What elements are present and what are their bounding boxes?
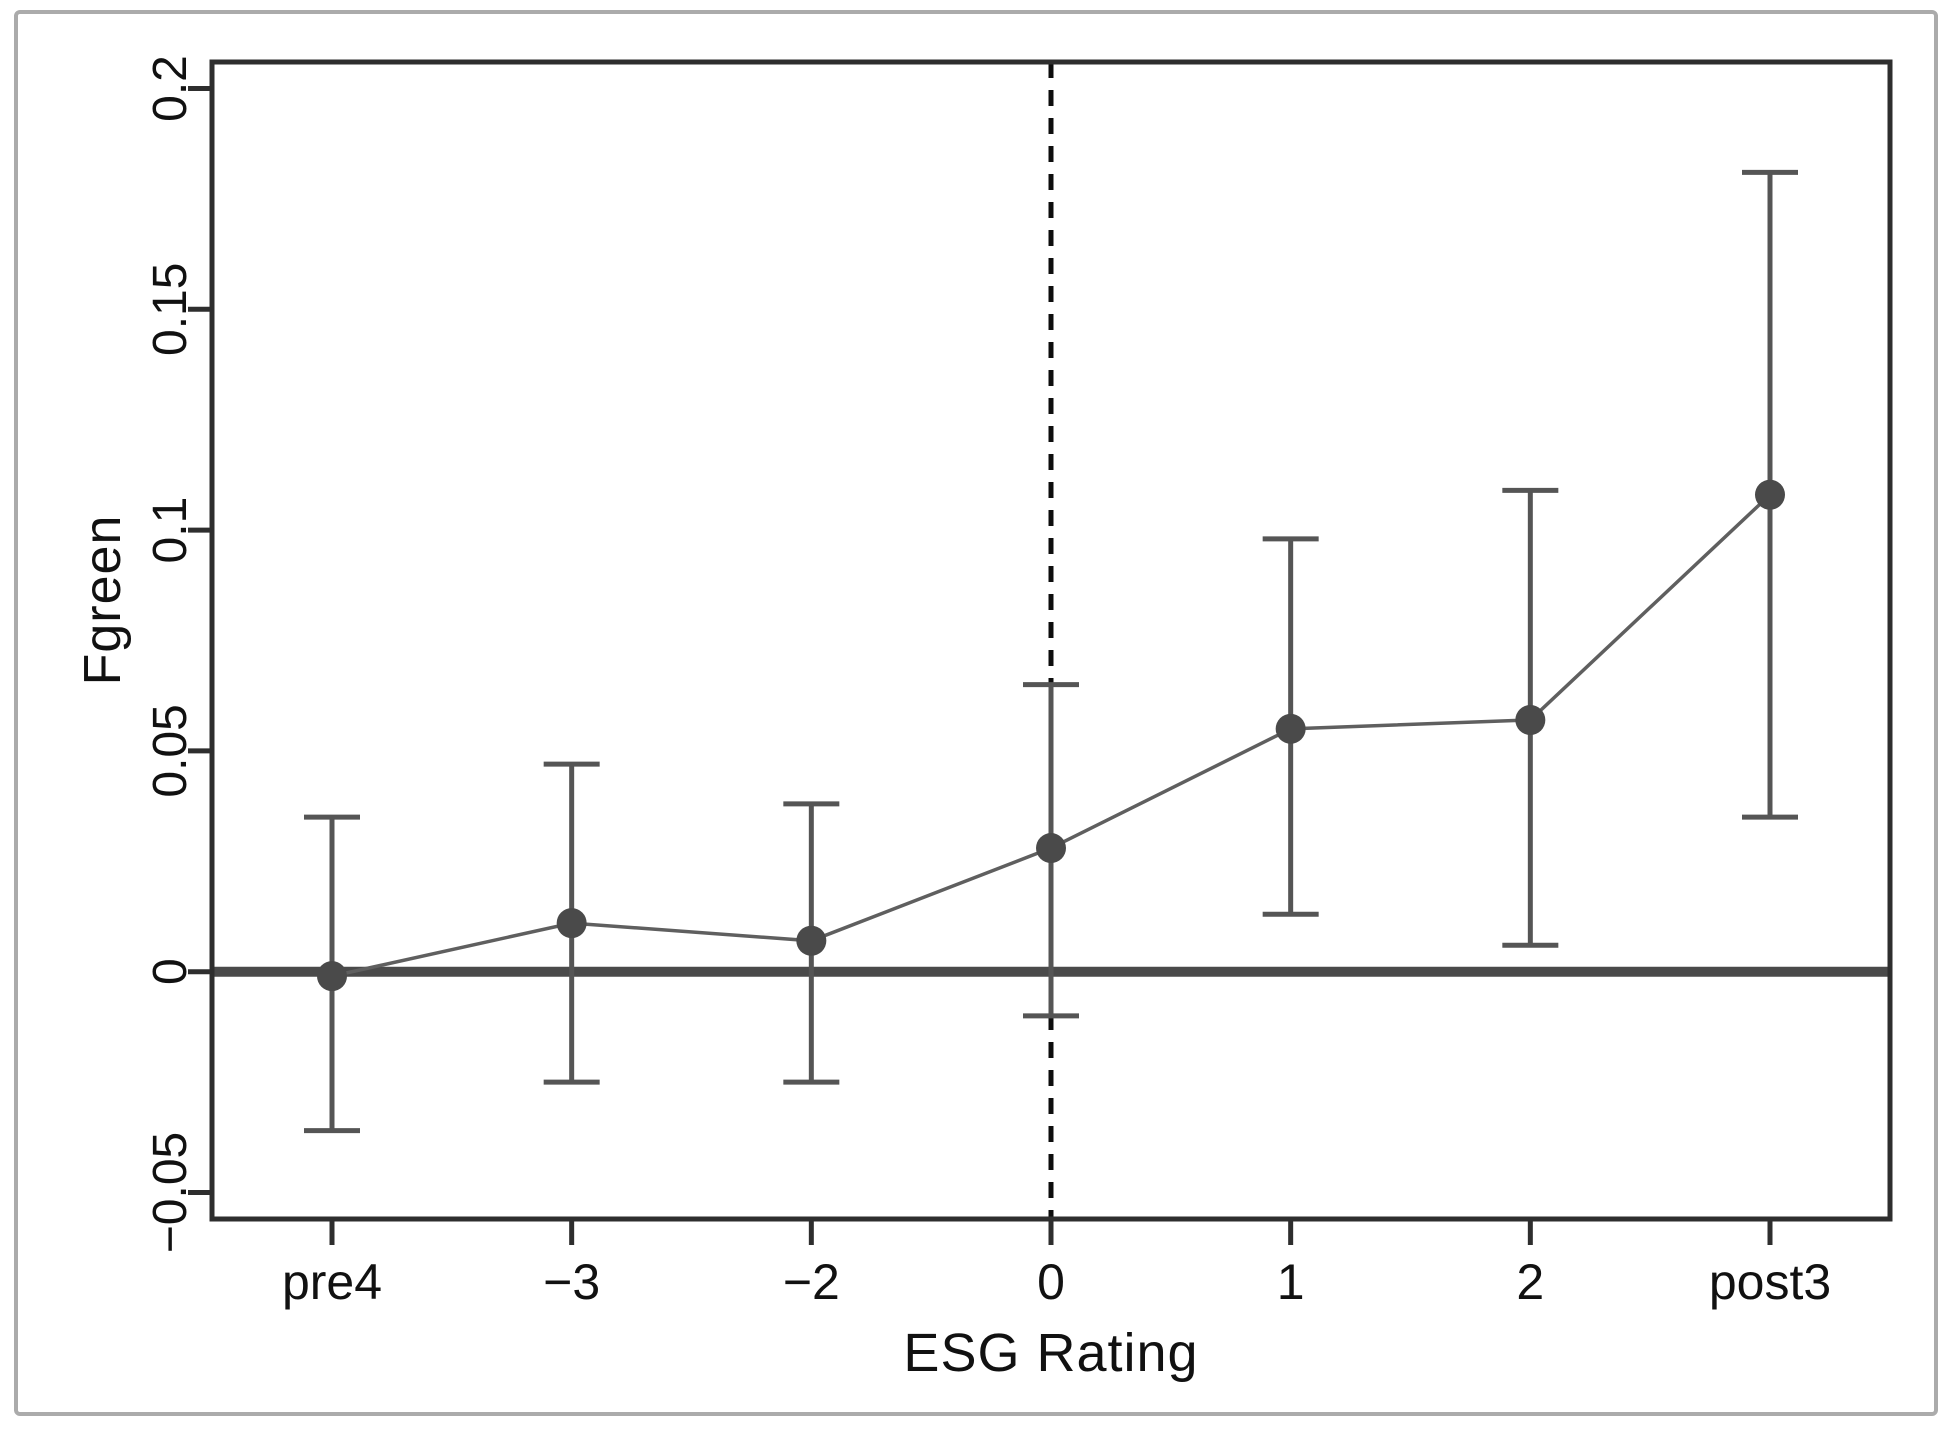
y-axis-title: Fgreen (74, 514, 132, 686)
y-tick-label: −0.05 (144, 1132, 197, 1253)
data-point (1515, 704, 1546, 735)
y-tick-label: 0.1 (144, 497, 197, 564)
data-point (1275, 713, 1306, 744)
error-bars (304, 169, 1798, 1134)
x-tick-label: −3 (543, 1254, 600, 1310)
y-axis: 0.2 0.15 0.1 0.05 0 −0.05 (144, 55, 212, 1253)
x-tick-label: −2 (783, 1254, 840, 1310)
data-point (317, 961, 347, 992)
data-points (317, 479, 1785, 992)
x-tick-label: post3 (1709, 1254, 1831, 1310)
x-axis-title: ESG Rating (903, 1323, 1199, 1383)
y-tick-label: 0 (144, 958, 197, 985)
data-point (556, 908, 587, 939)
y-tick-label: 0.15 (144, 263, 197, 356)
data-point (1036, 833, 1066, 864)
x-axis: pre4 −3 −2 0 1 2 post3 (282, 1219, 1831, 1310)
y-tick-label: 0.05 (144, 704, 197, 797)
data-point (1755, 479, 1785, 510)
x-tick-label: pre4 (282, 1254, 382, 1310)
data-point (796, 925, 827, 956)
x-tick-label: 1 (1277, 1254, 1305, 1310)
x-tick-label: 2 (1516, 1254, 1544, 1310)
y-tick-label: 0.2 (144, 55, 197, 122)
plot-box (209, 59, 1893, 1222)
x-tick-label: 0 (1037, 1254, 1065, 1310)
